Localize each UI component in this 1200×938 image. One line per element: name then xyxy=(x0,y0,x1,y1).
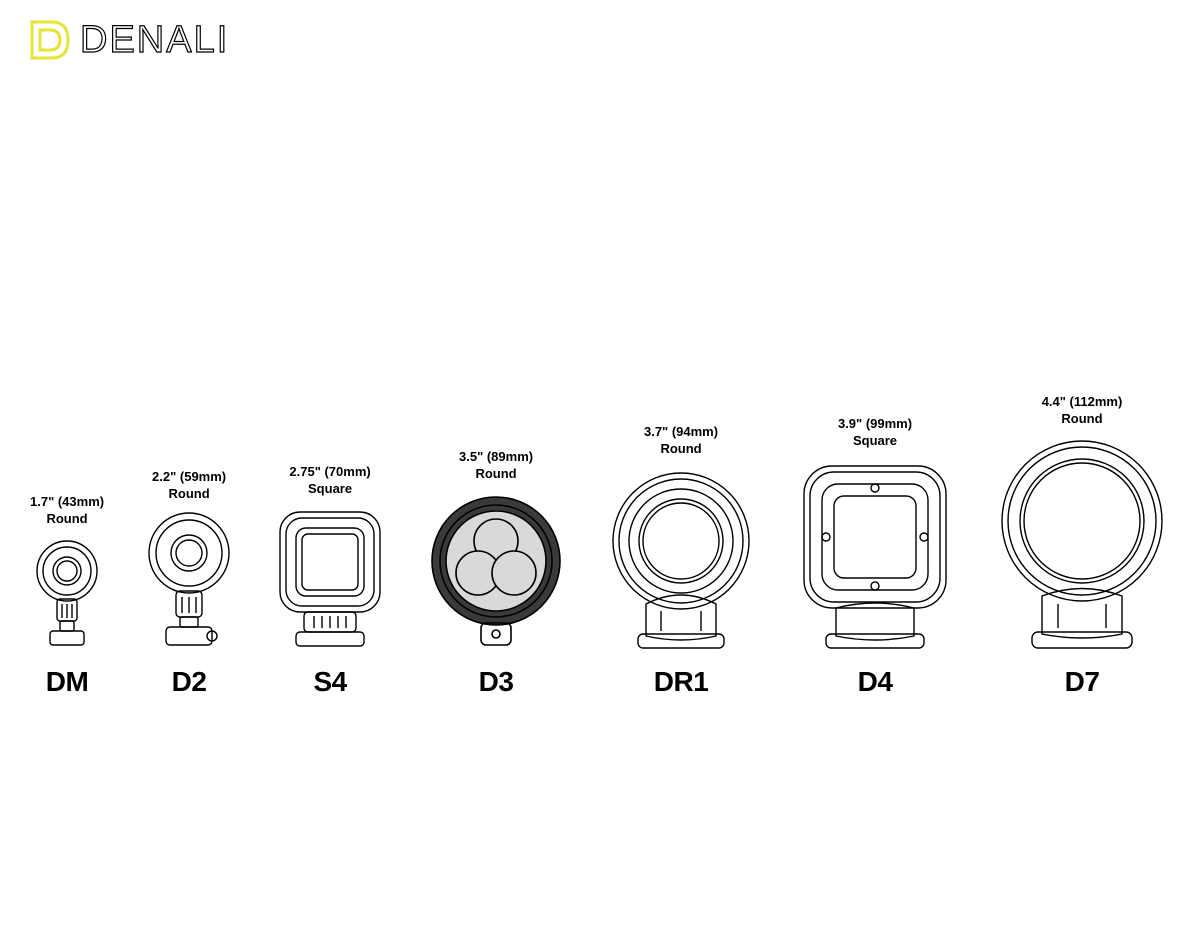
product-d7-drawing xyxy=(994,436,1170,656)
dimension-label: 1.7" (43mm) Round xyxy=(30,494,104,528)
model-name: D3 xyxy=(479,666,514,698)
product-d3: 3.5" (89mm) Round D3 xyxy=(426,449,566,698)
product-s4-drawing xyxy=(274,506,386,656)
model-name: D7 xyxy=(1065,666,1100,698)
logo-icon xyxy=(30,20,74,60)
product-d3-drawing xyxy=(426,491,566,656)
product-dm: 1.7" (43mm) Round DM xyxy=(30,494,104,698)
dimension-label: 4.4" (112mm) Round xyxy=(1042,394,1123,428)
product-comparison-row: 1.7" (43mm) Round DM 2.2" (59mm) Round xyxy=(30,394,1170,698)
model-name: D4 xyxy=(858,666,893,698)
logo-text: DENALI xyxy=(80,20,300,60)
product-d2: 2.2" (59mm) Round D2 xyxy=(144,469,234,698)
product-dr1: 3.7" (94mm) Round DR1 xyxy=(606,424,756,698)
model-name: D2 xyxy=(172,666,207,698)
product-s4: 2.75" (70mm) Square S4 xyxy=(274,464,386,698)
product-d4: 3.9" (99mm) Square D4 xyxy=(796,416,954,698)
product-d2-drawing xyxy=(144,511,234,656)
model-name: DR1 xyxy=(654,666,709,698)
dimension-label: 2.2" (59mm) Round xyxy=(152,469,226,503)
dimension-label: 3.5" (89mm) Round xyxy=(459,449,533,483)
brand-logo: DENALI xyxy=(30,20,300,60)
dimension-label: 2.75" (70mm) Square xyxy=(289,464,370,498)
dimension-label: 3.7" (94mm) Round xyxy=(644,424,718,458)
product-d7: 4.4" (112mm) Round D7 xyxy=(994,394,1170,698)
product-d4-drawing xyxy=(796,458,954,656)
product-dm-drawing xyxy=(32,536,102,656)
product-dr1-drawing xyxy=(606,466,756,656)
model-name: S4 xyxy=(313,666,346,698)
svg-text:DENALI: DENALI xyxy=(80,20,229,60)
dimension-label: 3.9" (99mm) Square xyxy=(838,416,912,450)
model-name: DM xyxy=(46,666,89,698)
